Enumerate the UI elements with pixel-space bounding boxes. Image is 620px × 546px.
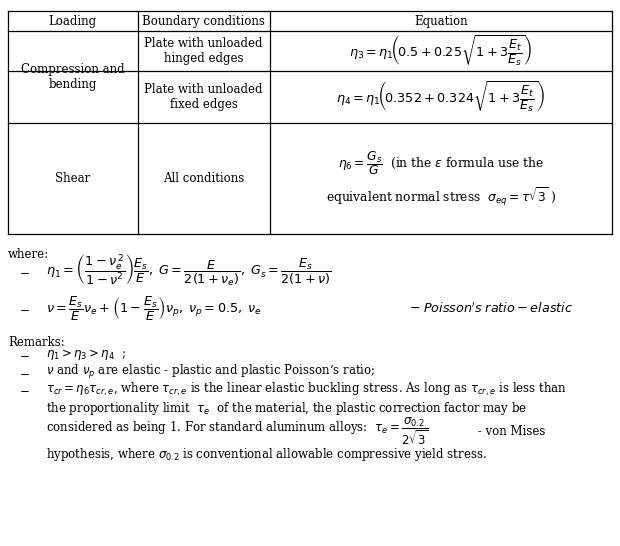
Text: $-$: $-$: [19, 265, 30, 278]
Text: Plate with unloaded
fixed edges: Plate with unloaded fixed edges: [144, 83, 263, 111]
Text: $-\;Poisson's\;ratio - elastic$: $-\;Poisson's\;ratio - elastic$: [409, 301, 574, 316]
Text: Loading: Loading: [49, 15, 97, 27]
Text: All conditions: All conditions: [163, 172, 244, 185]
Text: equivalent normal stress  $\sigma_{eq} = \tau\sqrt{3}$ ): equivalent normal stress $\sigma_{eq} = …: [326, 185, 556, 207]
Text: Plate with unloaded
hinged edges: Plate with unloaded hinged edges: [144, 37, 263, 65]
Text: Equation: Equation: [414, 15, 467, 27]
Text: $\nu$ and $\nu_p$ are elastic - plastic and plastic Poisson’s ratio;: $\nu$ and $\nu_p$ are elastic - plastic …: [46, 364, 376, 381]
Text: $\eta_6 = \dfrac{G_s}{G}$  (in the $\varepsilon$ formula use the: $\eta_6 = \dfrac{G_s}{G}$ (in the $\vare…: [338, 149, 544, 177]
Text: $-$: $-$: [19, 348, 30, 361]
Text: $\eta_3 = \eta_1\!\left(\!0.5 + 0.25\sqrt{1+3\dfrac{E_t}{E_s}}\right)$: $\eta_3 = \eta_1\!\left(\!0.5 + 0.25\sqr…: [349, 33, 533, 69]
Text: Shear: Shear: [55, 172, 91, 185]
Text: $\eta_1 = \left(\dfrac{1-\nu_e^{\,2}}{1-\nu^2}\right)\dfrac{E_s}{E}$$,\;G = \dfr: $\eta_1 = \left(\dfrac{1-\nu_e^{\,2}}{1-…: [46, 253, 332, 289]
Text: the proportionality limit  $\tau_e$  of the material, the plastic correction fac: the proportionality limit $\tau_e$ of th…: [46, 400, 528, 418]
Text: $\eta_1 > \eta_3 > \eta_4$  ;: $\eta_1 > \eta_3 > \eta_4$ ;: [46, 347, 126, 363]
Text: $\tau_{cr} = \eta_6\tau_{cr,e}$, where $\tau_{cr,e}$ is the linear elastic buckl: $\tau_{cr} = \eta_6\tau_{cr,e}$, where $…: [46, 381, 567, 399]
Text: $-$: $-$: [19, 366, 30, 379]
Text: considered as being 1. For standard aluminum alloys:  $\tau_e = \dfrac{\sigma_{0: considered as being 1. For standard alum…: [46, 416, 428, 447]
Text: $\eta_4 = \eta_1\!\left(\!0.352 + 0.324\sqrt{1+3\dfrac{E_t}{E_s}}\right)$: $\eta_4 = \eta_1\!\left(\!0.352 + 0.324\…: [337, 79, 545, 115]
Text: $-$: $-$: [19, 302, 30, 315]
Text: Compression and
bending: Compression and bending: [21, 63, 125, 91]
Text: $\nu = \dfrac{E_s}{E}\nu_e + \left(1-\dfrac{E_s}{E}\right)\nu_p,\;\nu_p = 0.5,\;: $\nu = \dfrac{E_s}{E}\nu_e + \left(1-\df…: [46, 294, 262, 323]
Text: where:: where:: [8, 248, 49, 261]
Text: $-$: $-$: [19, 383, 30, 396]
Text: Remarks:: Remarks:: [8, 336, 65, 349]
Text: - von Mises: - von Mises: [474, 425, 546, 438]
Text: hypothesis, where $\sigma_{0.2}$ is conventional allowable compressive yield str: hypothesis, where $\sigma_{0.2}$ is conv…: [46, 446, 487, 463]
Text: Boundary conditions: Boundary conditions: [142, 15, 265, 27]
